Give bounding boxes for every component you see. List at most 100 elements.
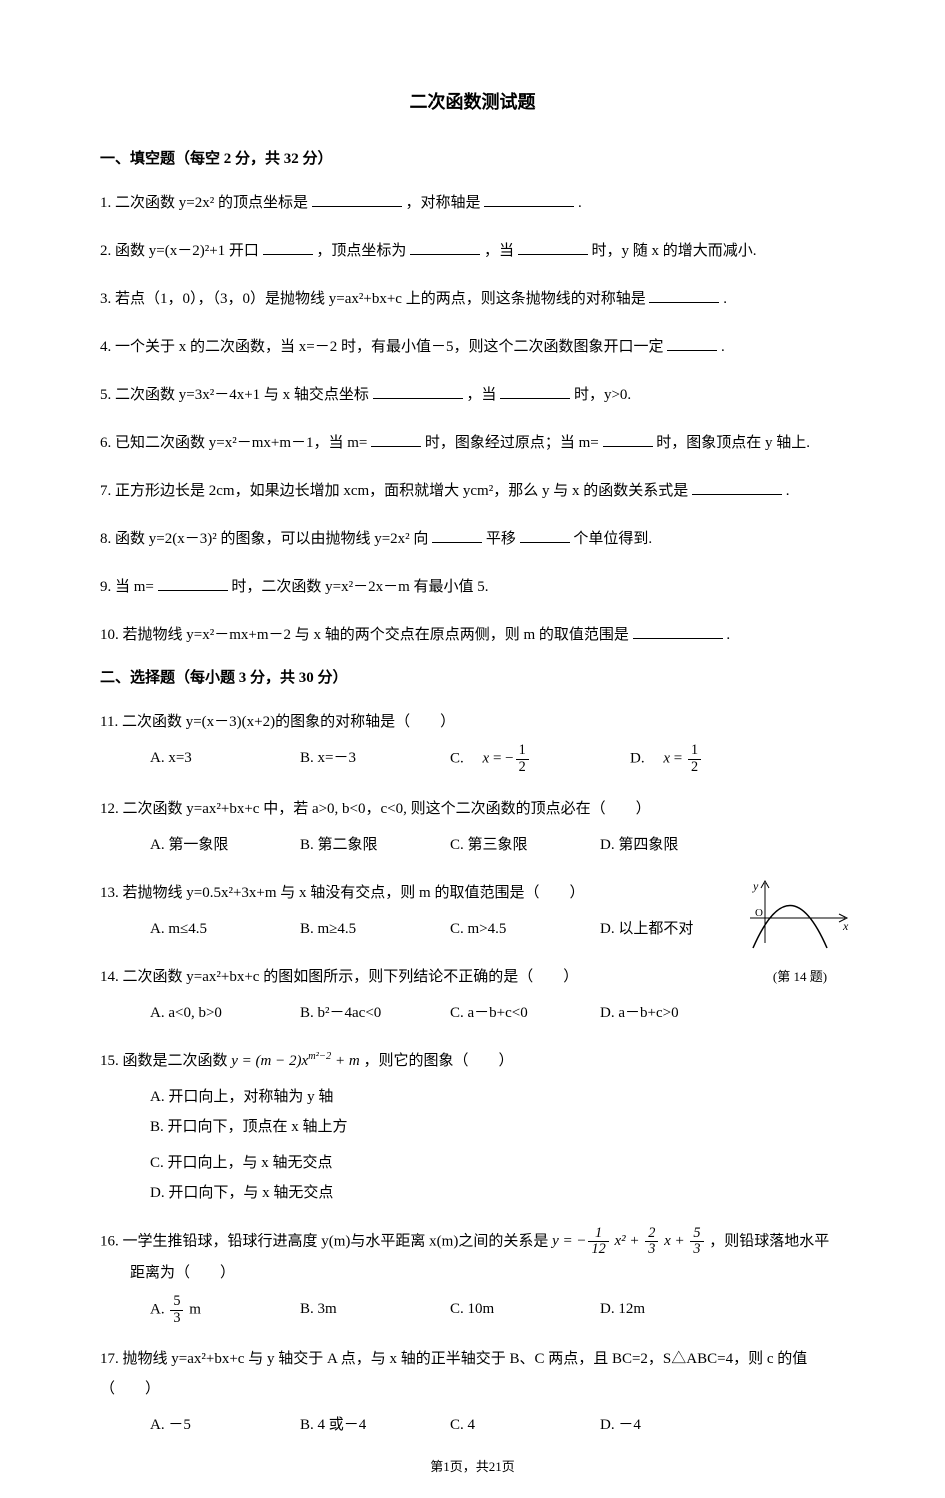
q1-blank1	[312, 192, 402, 207]
q14: 14. 二次函数 y=ax²+bx+c 的图如图所示，则下列结论不正确的是（ ）…	[100, 962, 845, 1028]
q15-formula: y = (m − 2)xm²−2 + m	[231, 1053, 359, 1069]
q8: 8. 函数 y=2(x－3)² 的图象，可以由抛物线 y=2x² 向 平移 个单…	[100, 524, 845, 554]
q15-opt-a: A. 开口向上，对称轴为 y 轴	[150, 1082, 484, 1112]
q8-a: 8. 函数 y=2(x－3)² 的图象，可以由抛物线 y=2x² 向	[100, 531, 428, 547]
q16a-pre: A.	[150, 1301, 168, 1317]
q3-a: 3. 若点（1，0），（3，0）是抛物线 y=ax²+bx+c 上的两点，则这条…	[100, 291, 646, 307]
q12-opt-a: A. 第一象限	[150, 830, 270, 860]
page-footer: 第1页，共21页	[0, 1458, 945, 1476]
q2: 2. 函数 y=(x－2)²+1 开口 ，顶点坐标为 ，当 时，y 随 x 的增…	[100, 236, 845, 266]
q11-opt-b: B. x=－3	[300, 743, 420, 775]
q6: 6. 已知二次函数 y=x²－mx+m－1，当 m= 时，图象经过原点；当 m=…	[100, 428, 845, 458]
q12: 12. 二次函数 y=ax²+bx+c 中，若 a>0, b<0，c<0, 则这…	[100, 794, 845, 860]
q4-b: .	[721, 339, 725, 355]
q16-pre: 16. 一学生推铅球，铅球行进高度 y(m)与水平距离 x(m)之间的关系是	[100, 1233, 552, 1249]
q11d-pre: D.	[630, 751, 660, 767]
q16-opt-a: A. 53 m	[150, 1294, 270, 1326]
q3: 3. 若点（1，0），（3，0）是抛物线 y=ax²+bx+c 上的两点，则这条…	[100, 284, 845, 314]
q5-a: 5. 二次函数 y=3x²－4x+1 与 x 轴交点坐标	[100, 387, 369, 403]
q4: 4. 一个关于 x 的二次函数，当 x=－2 时，有最小值－5，则这个二次函数图…	[100, 332, 845, 362]
q13-stem: 13. 若抛物线 y=0.5x²+3x+m 与 x 轴没有交点，则 m 的取值范…	[100, 878, 740, 908]
q16-opt-d: D. 12m	[600, 1294, 720, 1326]
q6-blank1	[371, 432, 421, 447]
q2-blank1	[263, 240, 313, 255]
q13-opt-a: A. m≤4.5	[150, 914, 270, 944]
q15-opt-d: D. 开口向下，与 x 轴无交点	[150, 1178, 484, 1208]
q14-opt-d: D. a－b+c>0	[600, 998, 720, 1028]
q5-blank1	[373, 384, 463, 399]
q8-blank2	[520, 528, 570, 543]
q14-opt-a: A. a<0, b>0	[150, 998, 270, 1028]
q1-text-a: 1. 二次函数 y=2x² 的顶点坐标是	[100, 195, 308, 211]
q6-blank2	[603, 432, 653, 447]
q13-opt-c: C. m>4.5	[450, 914, 570, 944]
q16a-post: m	[189, 1301, 201, 1317]
q17-opt-a: A. －5	[150, 1410, 270, 1440]
q1-blank2	[484, 192, 574, 207]
q10-a: 10. 若抛物线 y=x²－mx+m－2 与 x 轴的两个交点在原点两侧，则 m…	[100, 627, 629, 643]
q10: 10. 若抛物线 y=x²－mx+m－2 与 x 轴的两个交点在原点两侧，则 m…	[100, 620, 845, 650]
q17-opt-d: D. －4	[600, 1410, 720, 1440]
q13: 13. 若抛物线 y=0.5x²+3x+m 与 x 轴没有交点，则 m 的取值范…	[100, 878, 845, 944]
q13-opt-b: B. m≥4.5	[300, 914, 420, 944]
q2-blank2	[410, 240, 480, 255]
q13-opt-d: D. 以上都不对	[600, 914, 720, 944]
section2-header: 二、选择题（每小题 3 分，共 30 分）	[100, 668, 845, 689]
q2-b: ，顶点坐标为	[316, 243, 406, 259]
q16-opt-b: B. 3m	[300, 1294, 420, 1326]
q4-blank	[667, 336, 717, 351]
q16-line2: 距离为（ ）	[100, 1258, 845, 1288]
q6-c: 时，图象顶点在 y 轴上.	[656, 435, 810, 451]
q15-opt-b: B. 开口向下，顶点在 x 轴上方	[150, 1112, 484, 1142]
q16-stem: 16. 一学生推铅球，铅球行进高度 y(m)与水平距离 x(m)之间的关系是 y…	[100, 1226, 845, 1258]
q5-blank2	[500, 384, 570, 399]
q14-opt-c: C. a－b+c<0	[450, 998, 570, 1028]
q15-opt-c: C. 开口向上，与 x 轴无交点	[150, 1148, 484, 1178]
q2-d: 时，y 随 x 的增大而减小.	[591, 243, 756, 259]
q7-a: 7. 正方形边长是 2cm，如果边长增加 xcm，面积就增大 ycm²，那么 y…	[100, 483, 688, 499]
q6-a: 6. 已知二次函数 y=x²－mx+m－1，当 m=	[100, 435, 367, 451]
q11-opt-d: D. x = 12	[630, 743, 780, 775]
q9-blank	[158, 576, 228, 591]
q10-b: .	[726, 627, 730, 643]
q11: 11. 二次函数 y=(x－3)(x+2)的图象的对称轴是（ ） A. x=3 …	[100, 707, 845, 775]
svg-text:O: O	[755, 907, 763, 919]
q9: 9. 当 m= 时，二次函数 y=x²－2x－m 有最小值 5.	[100, 572, 845, 602]
q14-stem: 14. 二次函数 y=ax²+bx+c 的图如图所示，则下列结论不正确的是（ ）	[100, 962, 660, 992]
q7-b: .	[786, 483, 790, 499]
q12-opt-b: B. 第二象限	[300, 830, 420, 860]
q17-stem: 17. 抛物线 y=ax²+bx+c 与 y 轴交于 A 点，与 x 轴的正半轴…	[100, 1344, 845, 1404]
page-title: 二次函数测试题	[100, 90, 845, 115]
svg-text:x: x	[842, 919, 849, 933]
q8-blank1	[432, 528, 482, 543]
q11-stem: 11. 二次函数 y=(x－3)(x+2)的图象的对称轴是（ ）	[100, 707, 845, 737]
q1-text-b: ，对称轴是	[405, 195, 480, 211]
q11c-pre: C.	[450, 751, 479, 767]
q5-b: ，当	[466, 387, 496, 403]
q15-post: ，则它的图象（ ）	[363, 1053, 513, 1069]
q16: 16. 一学生推铅球，铅球行进高度 y(m)与水平距离 x(m)之间的关系是 y…	[100, 1226, 845, 1327]
q10-blank	[633, 624, 723, 639]
q11-opt-a: A. x=3	[150, 743, 270, 775]
q11-opt-c: C. x = −12	[450, 743, 600, 775]
q17-opt-b: B. 4 或－4	[300, 1410, 420, 1440]
q15-stem: 15. 函数是二次函数 y = (m − 2)xm²−2 + m ，则它的图象（…	[100, 1046, 845, 1076]
q8-b: 平移	[486, 531, 516, 547]
q2-c: ，当	[484, 243, 514, 259]
q3-blank	[649, 288, 719, 303]
svg-text:y: y	[752, 879, 759, 893]
q17-opt-c: C. 4	[450, 1410, 570, 1440]
q9-b: 时，二次函数 y=x²－2x－m 有最小值 5.	[231, 579, 488, 595]
q5: 5. 二次函数 y=3x²－4x+1 与 x 轴交点坐标 ，当 时，y>0.	[100, 380, 845, 410]
q2-blank3	[518, 240, 588, 255]
q16-formula: y = −112 x² + 23 x + 53	[552, 1233, 709, 1249]
q1: 1. 二次函数 y=2x² 的顶点坐标是 ，对称轴是 .	[100, 188, 845, 218]
q16-post: ，则铅球落地水平	[709, 1233, 829, 1249]
q4-a: 4. 一个关于 x 的二次函数，当 x=－2 时，有最小值－5，则这个二次函数图…	[100, 339, 663, 355]
q17: 17. 抛物线 y=ax²+bx+c 与 y 轴交于 A 点，与 x 轴的正半轴…	[100, 1344, 845, 1440]
q5-c: 时，y>0.	[574, 387, 631, 403]
section1-header: 一、填空题（每空 2 分，共 32 分）	[100, 149, 845, 170]
q12-stem: 12. 二次函数 y=ax²+bx+c 中，若 a>0, b<0，c<0, 则这…	[100, 794, 845, 824]
q16-opt-c: C. 10m	[450, 1294, 570, 1326]
q15-pre: 15. 函数是二次函数	[100, 1053, 231, 1069]
